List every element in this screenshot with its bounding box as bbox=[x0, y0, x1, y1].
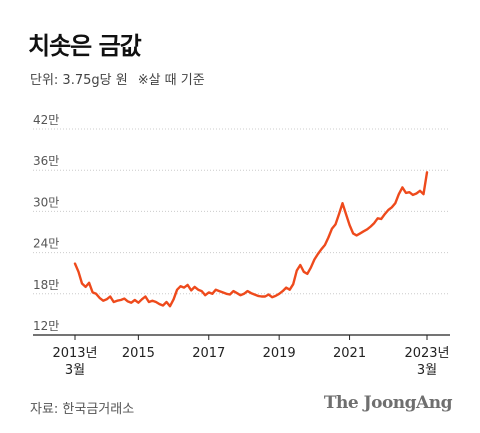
x-tick-sublabel: 3월 bbox=[417, 363, 437, 378]
x-tick-label: 2021 bbox=[333, 346, 366, 361]
y-tick-label: 18만 bbox=[33, 278, 59, 292]
y-tick-label: 24만 bbox=[33, 237, 59, 251]
y-tick-label: 12만 bbox=[33, 319, 59, 333]
basis-note: ※살 때 기준 bbox=[137, 73, 205, 88]
x-tick-label: 2015 bbox=[122, 346, 155, 361]
gold-price-line bbox=[73, 171, 429, 308]
unit-note: 단위: 3.75g당 원 bbox=[30, 73, 128, 88]
y-tick-label: 30만 bbox=[33, 195, 59, 209]
x-tick-label: 2019 bbox=[263, 346, 296, 361]
x-tick-sublabel: 3월 bbox=[65, 363, 85, 378]
chart-title: 치솟은 금값 bbox=[28, 32, 142, 60]
chart-subtitle: 단위: 3.75g당 원 ※살 때 기준 bbox=[30, 69, 205, 88]
x-tick-label: 2017 bbox=[192, 346, 225, 361]
source-note: 자료: 한국금거래소 bbox=[30, 402, 135, 417]
x-tick-label: 2023년 bbox=[404, 346, 449, 361]
x-tick-label: 2013년 bbox=[52, 346, 97, 361]
y-tick-label: 42만 bbox=[33, 113, 59, 127]
y-tick-label: 36만 bbox=[33, 154, 59, 168]
brand-logo: The JoongAng bbox=[323, 393, 453, 413]
